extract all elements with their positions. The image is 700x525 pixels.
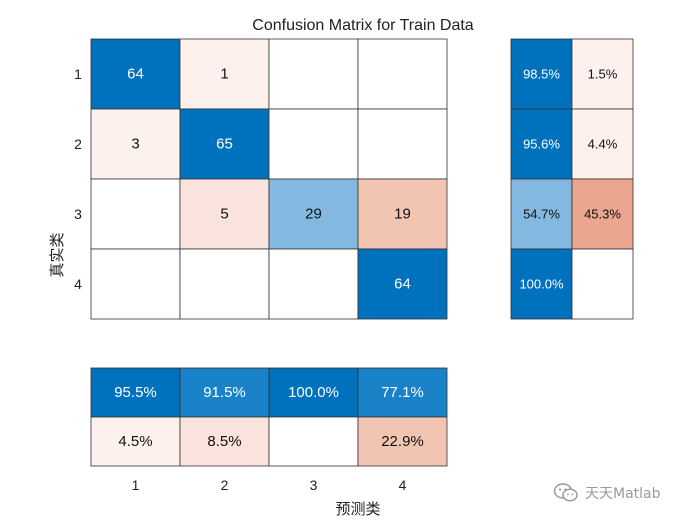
column-summary-incorrect-value: 4.5% (118, 433, 152, 450)
row-summary-correct-value: 100.0% (519, 277, 564, 292)
matrix-cell-value: 64 (394, 276, 411, 293)
column-summary-incorrect-cell (179, 416, 270, 467)
row-summary-correct-value: 98.5% (523, 67, 560, 82)
matrix-cell-value: 19 (394, 206, 411, 223)
matrix-cell (90, 38, 181, 110)
row-summary-correct-value: 54.7% (523, 207, 560, 222)
column-summary-correct-value: 100.0% (288, 384, 339, 401)
column-summary-incorrect-cell (357, 416, 448, 467)
matrix-cell (268, 108, 359, 180)
y-axis-label: 真实类 (48, 232, 66, 277)
matrix-cell (179, 178, 270, 250)
column-summary-correct-cell (268, 367, 359, 418)
chart-title: Confusion Matrix for Train Data (252, 17, 474, 34)
matrix-cell-value: 64 (127, 66, 144, 83)
matrix-cell (179, 38, 270, 110)
row-summary-incorrect-cell (571, 108, 634, 180)
x-tick-label: 1 (132, 477, 140, 493)
matrix-cell-value: 1 (220, 66, 228, 83)
matrix-cell (90, 248, 181, 320)
column-summary-correct-cell (90, 367, 181, 418)
watermark-text: 天天Matlab (585, 486, 661, 502)
matrix-cell-value: 29 (305, 206, 322, 223)
tick-labels: 1 1 2 2 3 3 4 4 (74, 66, 407, 493)
row-summary-incorrect-cell (571, 178, 634, 250)
y-tick-label: 1 (74, 66, 82, 82)
matrix-cell (268, 38, 359, 110)
row-summary-correct-value: 95.6% (523, 137, 560, 152)
column-summary-correct-value: 95.5% (114, 384, 157, 401)
row-summary-incorrect-value: 4.4% (588, 137, 618, 152)
column-summary-incorrect-cell (90, 416, 181, 467)
watermark: 天天Matlab (553, 482, 661, 504)
matrix-cell (268, 178, 359, 250)
column-summary-correct-value: 77.1% (381, 384, 424, 401)
matrix-cell (357, 38, 448, 110)
y-tick-label: 3 (74, 206, 82, 222)
row-summary-incorrect-cell (571, 248, 634, 320)
x-tick-label: 2 (221, 477, 229, 493)
column-summary-incorrect-value: 22.9% (381, 433, 424, 450)
matrix-cell (90, 178, 181, 250)
matrix-cell (357, 248, 448, 320)
column-summary-incorrect-cell (268, 416, 359, 467)
row-summary-matrix: 98.5% 1.5% 95.6% 4.4% 54.7% 45.3% 100.0% (510, 38, 634, 320)
column-summary-matrix: 95.5% 4.5% 91.5% 8.5% 100.0% 77.1% 22.9% (90, 367, 448, 467)
column-summary-correct-value: 91.5% (203, 384, 246, 401)
column-summary-correct-cell (179, 367, 270, 418)
x-tick-label: 3 (310, 477, 318, 493)
matrix-cell (179, 108, 270, 180)
row-summary-incorrect-cell (571, 38, 634, 110)
row-summary-incorrect-value: 1.5% (588, 67, 618, 82)
row-summary-incorrect-value: 45.3% (584, 207, 621, 222)
matrix-cell-value: 3 (131, 136, 139, 153)
x-axis-label: 预测类 (335, 500, 380, 518)
y-tick-label: 4 (74, 276, 82, 292)
matrix-cell (357, 108, 448, 180)
matrix-cell (268, 248, 359, 320)
column-summary-incorrect-value: 8.5% (207, 433, 241, 450)
matrix-cell (179, 248, 270, 320)
column-summary-correct-cell (357, 367, 448, 418)
matrix-cell (90, 108, 181, 180)
wechat-icon (553, 483, 578, 502)
matrix-cell-value: 65 (216, 136, 233, 153)
matrix-cell-value: 5 (220, 206, 228, 223)
row-summary-correct-cell (510, 178, 573, 250)
main-matrix: 64 1 3 65 5 29 19 64 (90, 38, 448, 320)
x-tick-label: 4 (399, 477, 407, 493)
y-tick-label: 2 (74, 136, 82, 152)
